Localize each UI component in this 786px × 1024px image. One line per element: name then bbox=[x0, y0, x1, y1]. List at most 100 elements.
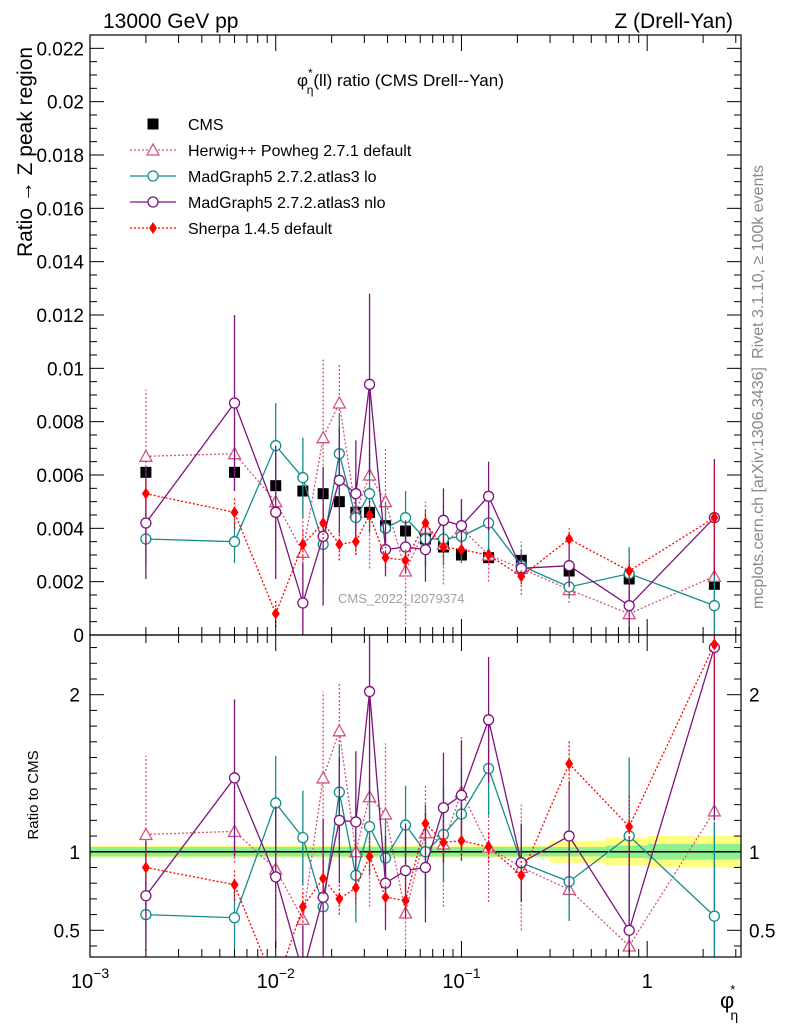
ratio-sherpa-point bbox=[401, 894, 410, 907]
ratio-madgraph_nlo-point bbox=[363, 685, 376, 698]
legend-entry-madgraph_nlo: MadGraph5 2.7.2.atlas3 nlo bbox=[130, 195, 386, 212]
ratio-madgraph_lo-point bbox=[363, 820, 376, 833]
ratio-y-tick-label-right: 0.5 bbox=[749, 921, 775, 942]
x-axis-title: φ* η bbox=[720, 982, 738, 1023]
axes-layer: 0 0.002 0.004 0.006 0.008 0.01 0.012 0.014 0.016… bbox=[36, 34, 775, 993]
legend-marker-sherpa bbox=[149, 222, 157, 234]
watermark: CMS_2022_I2079374 bbox=[338, 591, 465, 606]
ratio-madgraph_nlo-point bbox=[563, 830, 575, 842]
ratio-madgraph_nlo-point bbox=[350, 816, 362, 828]
ratio-sherpa-point bbox=[710, 638, 719, 651]
main-madgraph_nlo-point bbox=[333, 474, 345, 486]
legend-entry-sherpa: Sherpa 1.4.5 default bbox=[130, 221, 333, 238]
legend-entry-madgraph_lo: MadGraph5 2.7.2.atlas3 lo bbox=[130, 169, 377, 186]
main-madgraph_lo-point bbox=[708, 600, 721, 612]
header-right: Z (Drell-Yan) bbox=[614, 10, 733, 33]
ratio-sherpa-point bbox=[625, 820, 634, 833]
ratio-madgraph_nlo-point bbox=[140, 890, 152, 902]
legend-label-madgraph_lo: MadGraph5 2.7.2.atlas3 lo bbox=[188, 169, 377, 186]
ratio-sherpa-point bbox=[439, 836, 448, 849]
x-tick-label-base: 10 bbox=[257, 971, 279, 993]
main-series-layer bbox=[138, 293, 722, 635]
main-madgraph_nlo-point bbox=[140, 517, 152, 529]
ratio-y-tick-label-right: 1 bbox=[749, 843, 760, 864]
ratio-sherpa-point bbox=[335, 892, 344, 905]
main-title-phi: φ bbox=[297, 71, 308, 90]
legend-entry-cms: CMS bbox=[147, 117, 224, 134]
x-tick-label: 1 bbox=[642, 971, 653, 993]
ratio-y-tick-label: 0.5 bbox=[54, 921, 80, 942]
main-madgraph_nlo-point bbox=[270, 506, 282, 518]
ratio-madgraph_nlo-point bbox=[270, 871, 282, 883]
main-herwig-point bbox=[138, 448, 154, 462]
ratio-herwig-point bbox=[138, 827, 154, 841]
ratio-frame bbox=[89, 634, 742, 958]
ratio-sherpa-line bbox=[145, 644, 715, 957]
main-madgraph_nlo-point bbox=[317, 530, 329, 542]
legend-marker-cms bbox=[147, 118, 159, 130]
main-sherpa-point bbox=[710, 511, 719, 524]
x-tick-label-base: 1 bbox=[642, 971, 653, 993]
main-sherpa-point bbox=[401, 554, 410, 567]
ratio-sherpa-point bbox=[298, 900, 307, 913]
main-madgraph_nlo-point bbox=[455, 520, 468, 532]
rivet-label: Rivet 3.1.10, ≥ 100k events bbox=[750, 165, 767, 359]
legend-label-herwig: Herwig++ Powheg 2.7.1 default bbox=[188, 143, 412, 160]
ratio-sherpa-point bbox=[351, 881, 360, 894]
ratio-madgraph_lo-point bbox=[297, 831, 309, 844]
main-y-tick-label: 0.014 bbox=[36, 253, 84, 274]
ratio-madgraph_nlo-point bbox=[333, 814, 345, 826]
ratio-herwig-point bbox=[332, 723, 347, 737]
main-sherpa-point bbox=[457, 543, 466, 556]
main-y-tick-label: 0.012 bbox=[36, 306, 84, 327]
header-left: 13000 GeV pp bbox=[103, 10, 238, 33]
ratio-sherpa-point bbox=[381, 891, 390, 904]
main-sherpa-point bbox=[421, 517, 430, 529]
legend-label-cms: CMS bbox=[188, 117, 224, 134]
legend-label-sherpa: Sherpa 1.4.5 default bbox=[188, 221, 333, 238]
mcplots-label: mcplots.cern.ch [arXiv:1306.3436] bbox=[750, 367, 767, 609]
ratio-herwig-point bbox=[295, 911, 310, 925]
ratio-madgraph_nlo-point bbox=[437, 802, 450, 814]
ratio-sherpa-point bbox=[565, 757, 574, 770]
ratio-madgraph_nlo-point bbox=[228, 772, 241, 784]
main-y-tick-label: 0.016 bbox=[36, 199, 84, 220]
x-tick-label: 10−1 bbox=[442, 965, 480, 993]
main-y-tick-label: 0 bbox=[73, 626, 84, 647]
ratio-sherpa-point bbox=[457, 834, 466, 847]
main-madgraph_nlo-point bbox=[350, 488, 362, 500]
ratio-sherpa-point bbox=[365, 850, 374, 863]
main-madgraph_nlo-line bbox=[145, 384, 715, 607]
main-y-tick-label: 0.004 bbox=[36, 519, 84, 540]
main-sherpa-line bbox=[145, 493, 715, 616]
legend-marker-herwig bbox=[145, 142, 161, 156]
legend-marker-madgraph_lo bbox=[147, 170, 159, 182]
main-sherpa-point bbox=[351, 535, 360, 548]
ratio-madgraph_nlo-point bbox=[623, 924, 635, 936]
main-sherpa-point bbox=[565, 533, 574, 545]
ratio-madgraph_nlo-point bbox=[482, 714, 495, 726]
main-madgraph_nlo-point bbox=[563, 560, 575, 572]
main-title-rest: (ll) ratio (CMS Drell--Yan) bbox=[313, 71, 503, 90]
main-madgraph_nlo-point bbox=[228, 397, 241, 409]
x-tick-label-base: 10 bbox=[442, 971, 464, 993]
ratio-herwig-point bbox=[378, 806, 393, 820]
legend-marker-madgraph_nlo bbox=[147, 196, 159, 208]
main-title: φ* η(ll) ratio (CMS Drell--Yan) bbox=[297, 66, 504, 97]
main-madgraph_lo-point bbox=[363, 488, 376, 500]
main-sherpa-point bbox=[484, 549, 493, 561]
main-madgraph_nlo-point bbox=[297, 597, 309, 609]
main-madgraph_nlo-point bbox=[623, 600, 635, 612]
main-y-tick-label: 0.008 bbox=[36, 413, 84, 434]
ratio-y-tick-label-right: 2 bbox=[749, 686, 760, 707]
legend-label-madgraph_nlo: MadGraph5 2.7.2.atlas3 nlo bbox=[188, 195, 386, 212]
main-madgraph_lo-point bbox=[228, 536, 241, 548]
main-madgraph_nlo-point bbox=[363, 378, 376, 390]
main-madgraph_nlo-point bbox=[437, 514, 450, 526]
main-y-tick-label: 0.022 bbox=[36, 39, 84, 60]
main-sherpa-point bbox=[298, 538, 307, 551]
main-madgraph_nlo-point bbox=[399, 541, 412, 553]
main-sherpa-point bbox=[230, 506, 239, 519]
main-sherpa-point bbox=[625, 565, 634, 577]
main-herwig-line bbox=[145, 400, 715, 615]
